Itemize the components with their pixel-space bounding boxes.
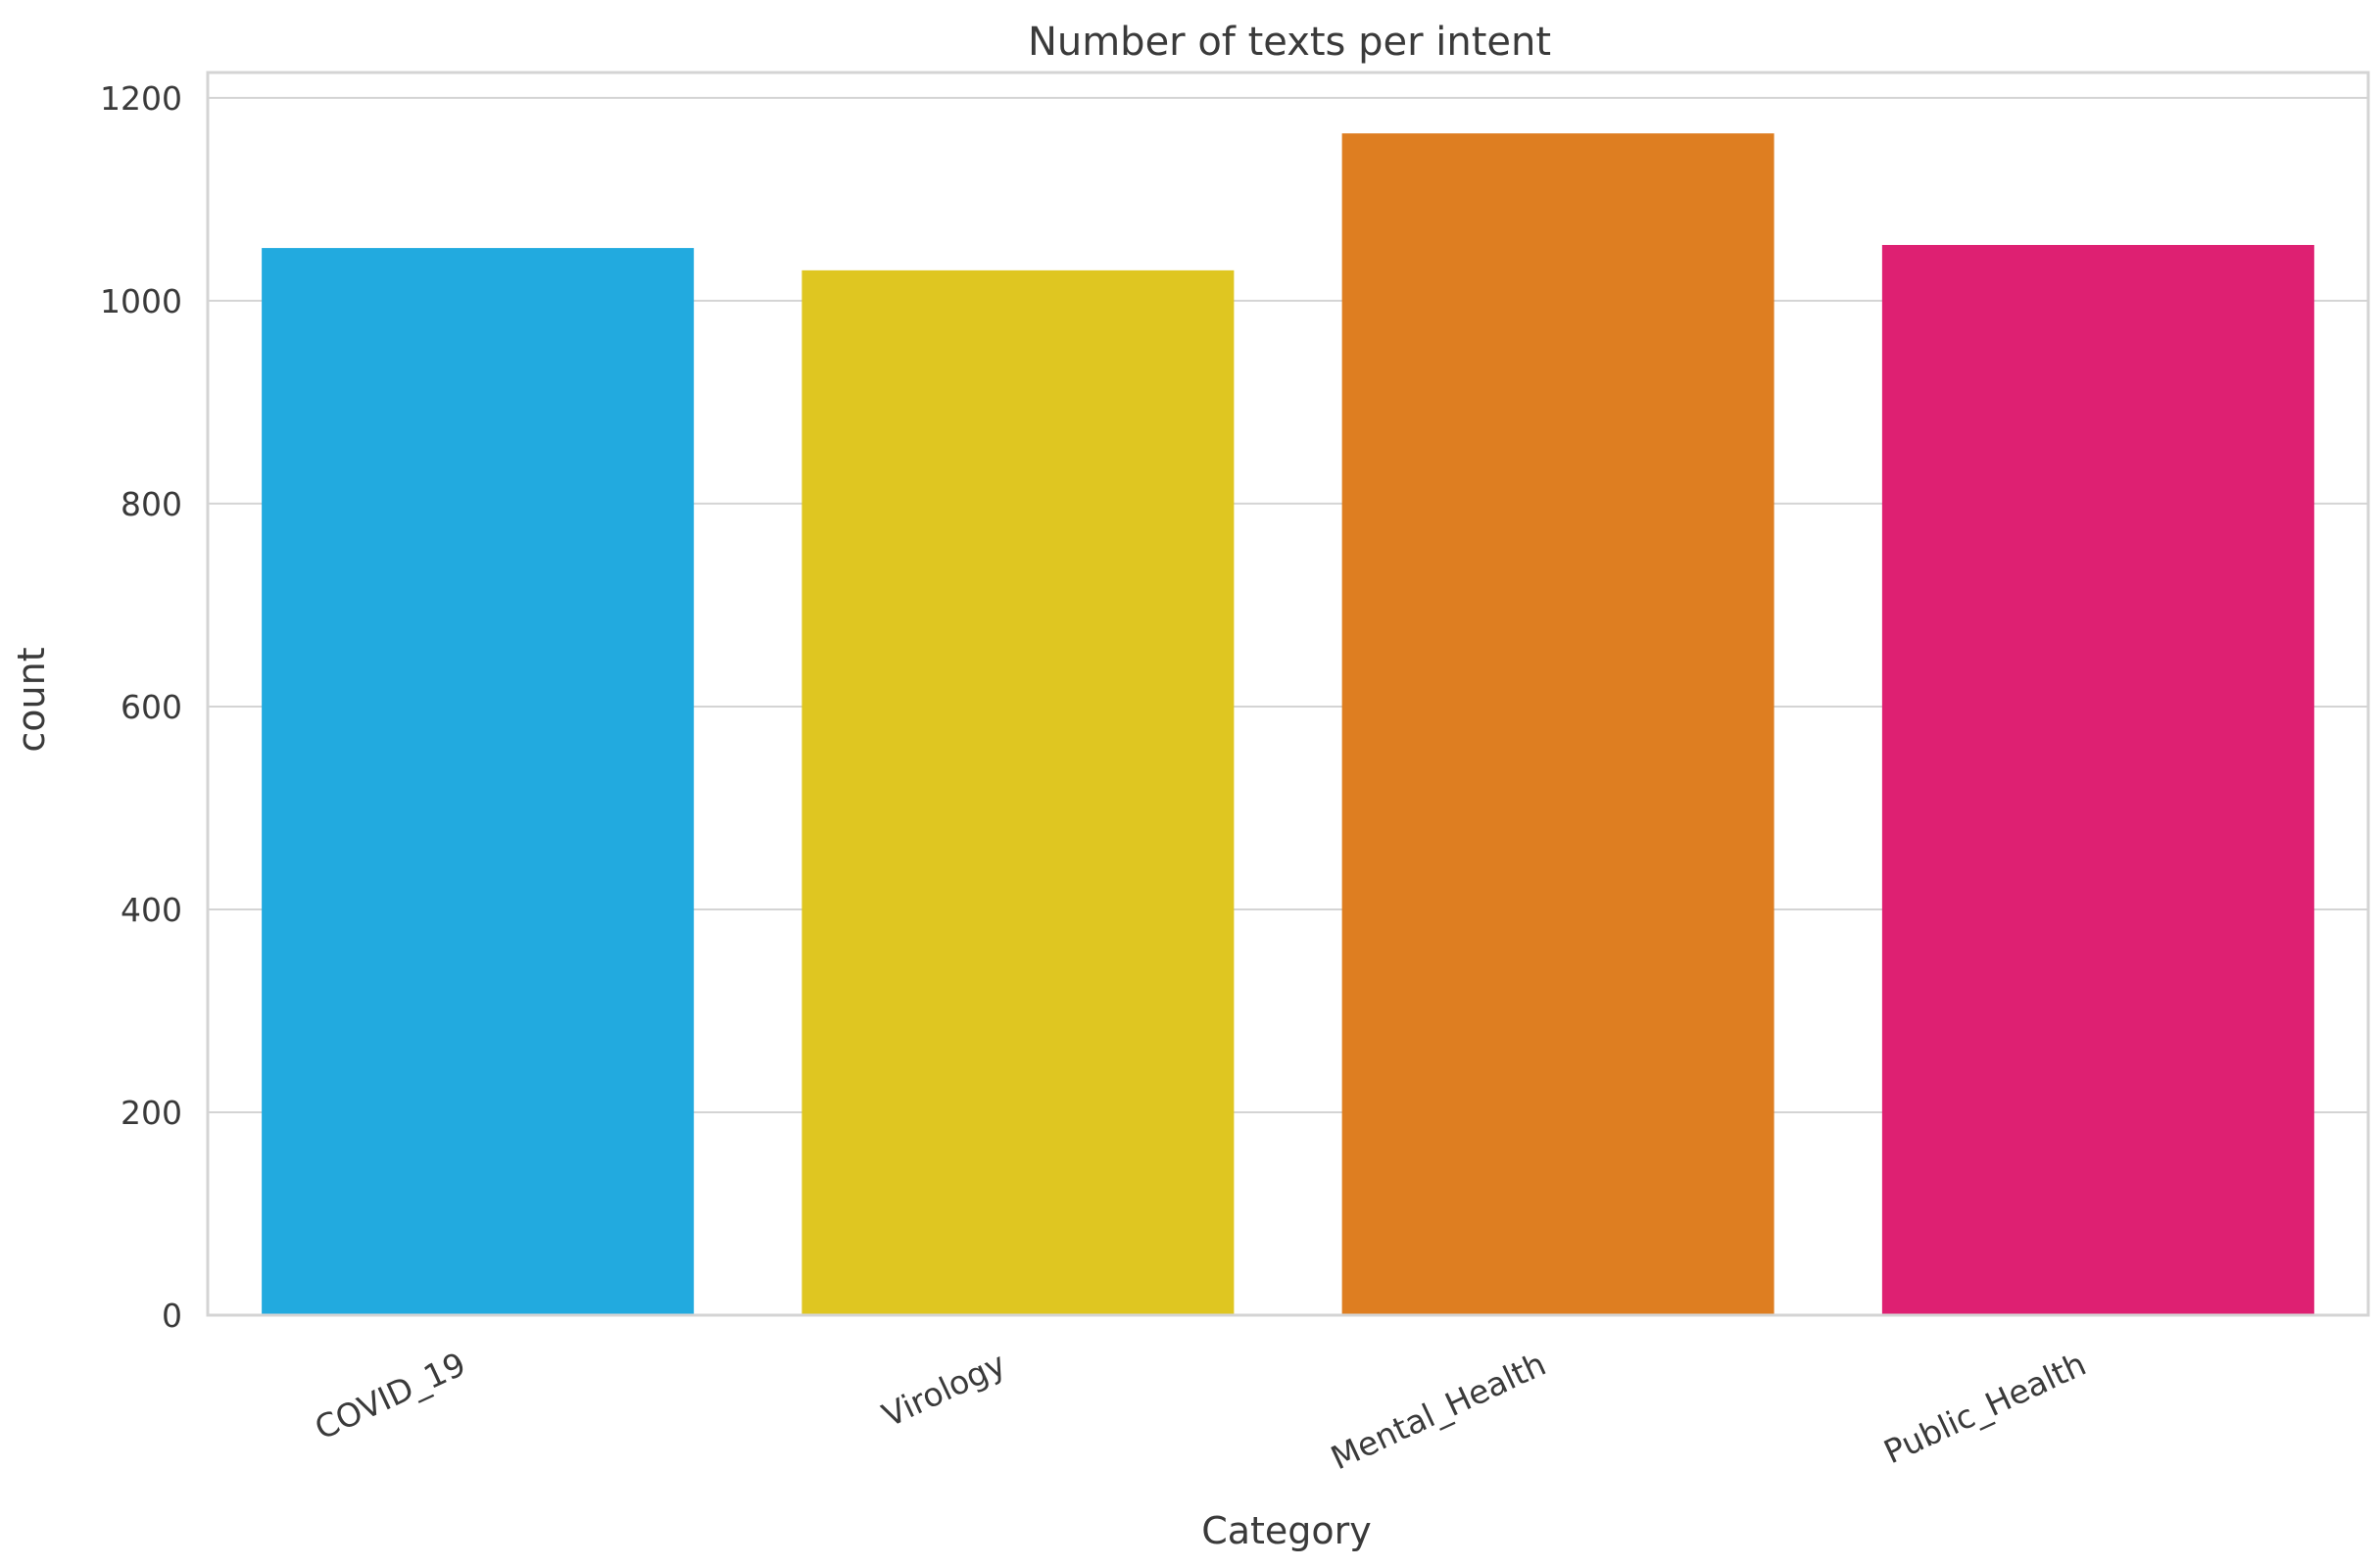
y-axis-ticks: 0 200 400 600 800 1000 1200 bbox=[100, 79, 182, 1335]
bars bbox=[262, 133, 2314, 1316]
x-axis-label: Category bbox=[1201, 1509, 1372, 1552]
y-tick-label: 200 bbox=[121, 1094, 182, 1132]
y-tick-label: 1000 bbox=[100, 282, 182, 320]
bar-public-health bbox=[1881, 244, 2314, 1316]
bar-virology bbox=[801, 270, 1235, 1315]
bar-mental-health bbox=[1341, 133, 1774, 1316]
y-tick-label: 600 bbox=[121, 688, 182, 726]
chart-title: Number of texts per intent bbox=[1028, 20, 1551, 65]
y-tick-label: 400 bbox=[121, 891, 182, 929]
y-tick-label: 800 bbox=[121, 485, 182, 523]
plot-frame bbox=[206, 71, 2370, 1317]
y-axis-label: count bbox=[10, 647, 53, 752]
y-tick-label: 0 bbox=[162, 1297, 182, 1335]
bar-covid-19 bbox=[262, 248, 695, 1316]
y-tick-label: 1200 bbox=[100, 79, 182, 118]
